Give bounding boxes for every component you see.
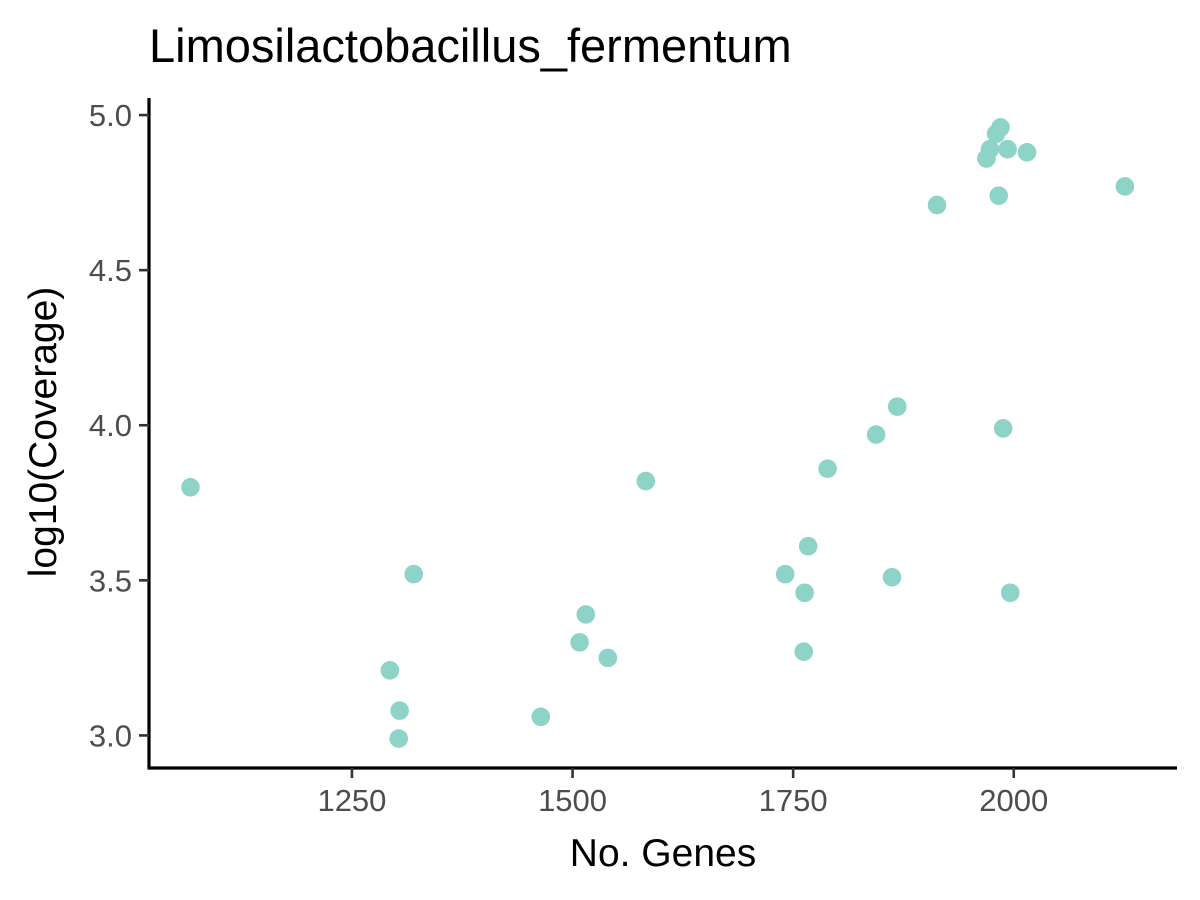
- data-point: [998, 139, 1017, 159]
- points-layer: [181, 118, 1135, 748]
- data-point: [989, 186, 1009, 206]
- y-tick-label: 3.5: [89, 563, 132, 598]
- data-point: [598, 648, 618, 668]
- data-point: [389, 729, 409, 748]
- chart-title: Limosilactobacillus_fermentum: [149, 19, 792, 72]
- data-point: [991, 118, 1010, 137]
- data-point: [636, 471, 656, 491]
- x-tick-label: 1500: [538, 783, 607, 818]
- data-point: [1017, 142, 1037, 162]
- data-point: [993, 419, 1013, 438]
- y-tick-label: 5.0: [89, 98, 132, 133]
- data-point: [794, 642, 814, 661]
- data-point: [882, 567, 902, 587]
- x-axis-title: No. Genes: [570, 832, 756, 875]
- x-tick-label: 1250: [317, 783, 386, 818]
- data-point: [576, 605, 596, 624]
- x-tick-label: 2000: [979, 783, 1048, 818]
- x-axis-ticks: 1250 1500 1750 2000: [317, 768, 1048, 818]
- data-point: [927, 195, 947, 215]
- y-tick-label: 3.0: [89, 718, 132, 753]
- x-tick-label: 1750: [759, 783, 828, 818]
- data-point: [570, 633, 589, 652]
- data-point: [818, 459, 837, 478]
- data-point: [1115, 177, 1135, 196]
- data-point: [798, 536, 818, 556]
- y-tick-label: 4.5: [89, 253, 132, 288]
- data-point: [404, 564, 424, 584]
- data-point: [531, 707, 551, 727]
- data-point: [866, 425, 886, 444]
- y-tick-label: 4.0: [89, 408, 132, 443]
- data-point: [1000, 583, 1020, 603]
- data-point: [380, 660, 400, 680]
- data-point: [980, 139, 1000, 159]
- data-point: [181, 477, 200, 497]
- y-axis-ticks: 3.0 3.5 4.0 4.5 5.0: [89, 98, 149, 753]
- data-point: [795, 583, 814, 603]
- data-point: [390, 701, 409, 720]
- data-point: [775, 564, 795, 584]
- data-point: [887, 397, 907, 416]
- y-axis-title: log10(Coverage): [22, 287, 65, 578]
